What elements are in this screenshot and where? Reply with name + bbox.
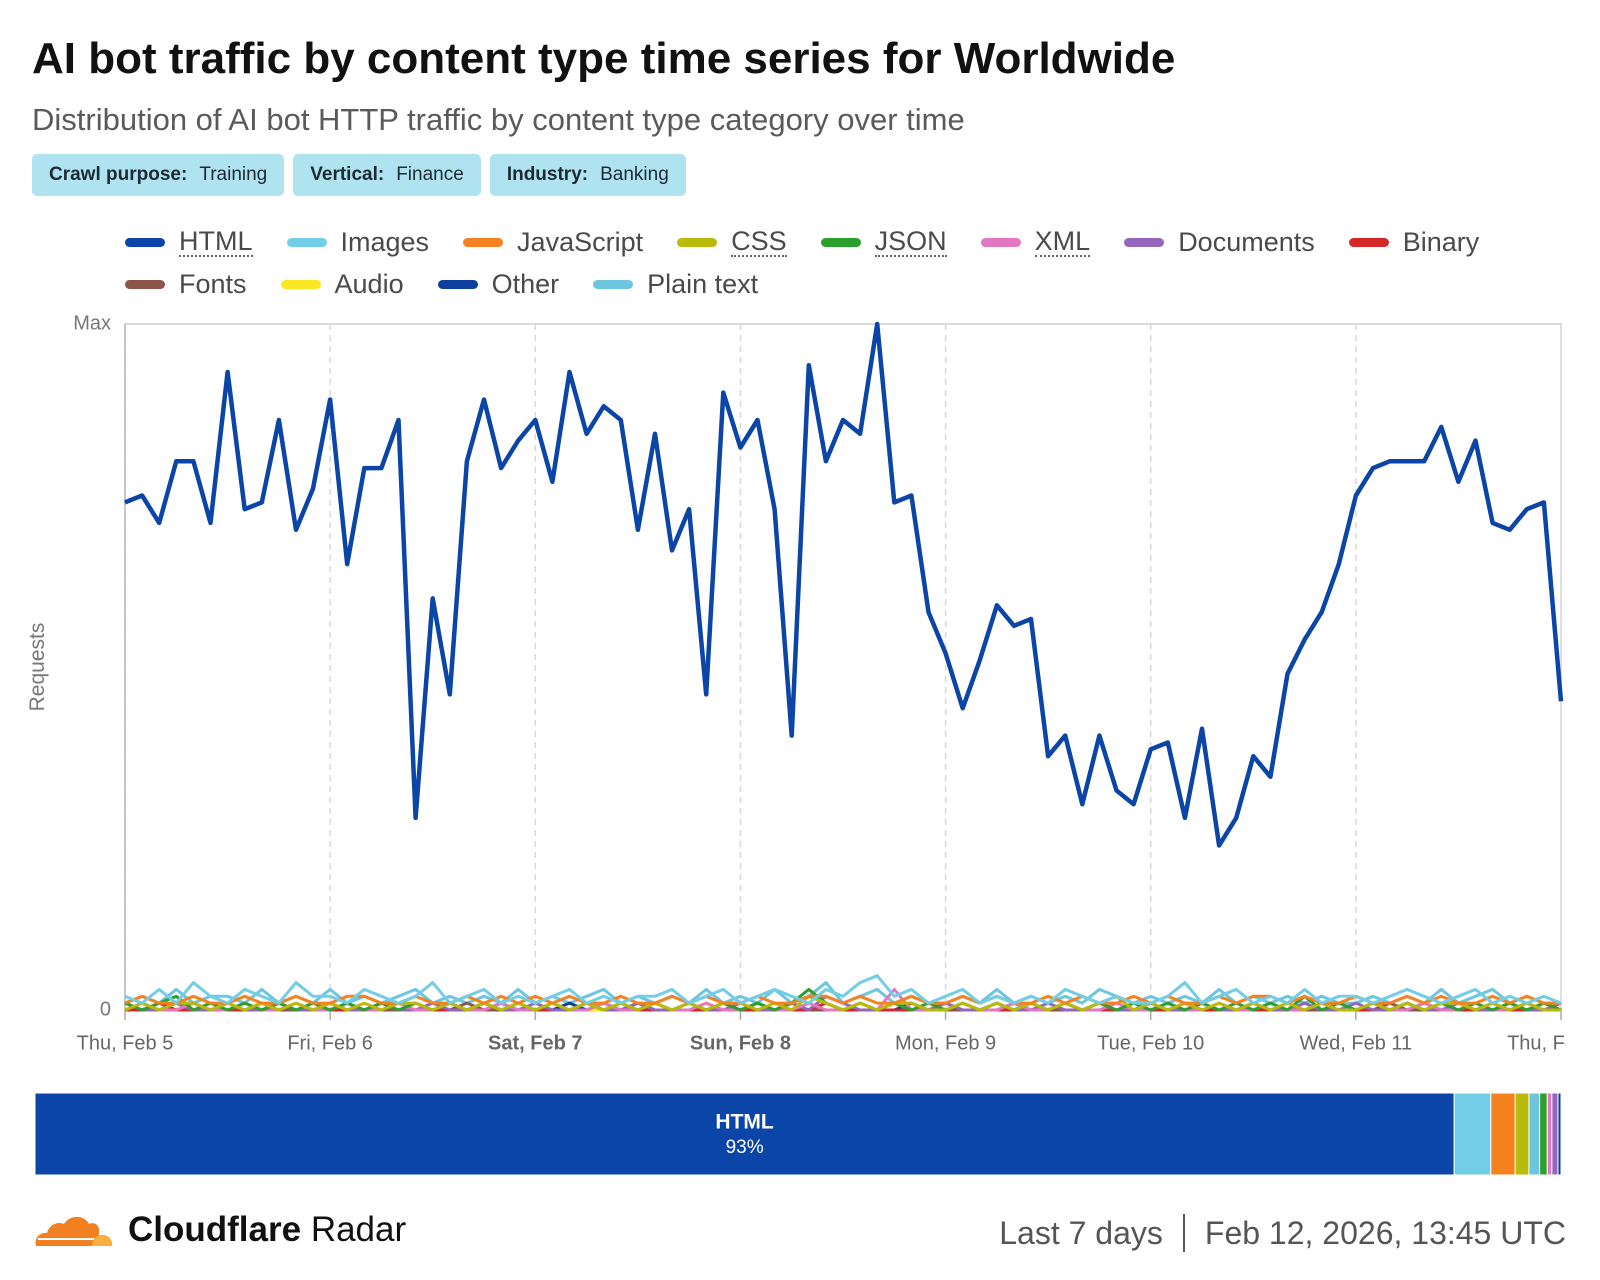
share-segment: [1539, 1092, 1548, 1176]
share-segment: [1551, 1092, 1559, 1176]
title: AI bot traffic by content type time seri…: [32, 34, 1176, 83]
series-line: [124, 321, 1564, 848]
filter-chip: Industry: Banking: [489, 154, 686, 196]
legend-swatch: [463, 237, 504, 247]
legend-item: CSS: [677, 226, 787, 258]
legend-label: JSON: [874, 226, 947, 257]
filter-value: Finance: [396, 164, 464, 185]
legend-label: Audio: [334, 269, 404, 299]
legend-item: Fonts: [125, 268, 247, 300]
legend-item: XML: [980, 226, 1091, 258]
segment-name: HTML: [715, 1111, 773, 1134]
timestamp: Feb 12, 2026, 13:45 UTC: [1204, 1214, 1566, 1251]
share-segment: [1453, 1092, 1492, 1176]
legend-label: HTML: [179, 226, 253, 257]
y-axis-label: Requests: [26, 623, 49, 712]
x-tick-label: Thu, Feb 5: [77, 1032, 174, 1054]
x-tick-label: Wed, Feb 11: [1300, 1032, 1413, 1054]
legend-item: Plain text: [593, 268, 758, 300]
legend-swatch: [1348, 237, 1389, 247]
legend-swatch: [280, 279, 321, 289]
brand: Cloudflare Radar: [32, 1210, 406, 1250]
legend-label: Binary: [1402, 227, 1480, 257]
filter-label: Vertical:: [310, 164, 385, 185]
legend-item: Other: [437, 268, 560, 300]
legend-item: JavaScript: [463, 226, 643, 258]
legend-swatch: [677, 237, 718, 247]
y-tick-label: 0: [100, 998, 111, 1020]
share-segment: [1514, 1092, 1530, 1176]
filter-chip: Crawl purpose: Training: [32, 154, 285, 196]
subtitle: Distribution of AI bot HTTP traffic by c…: [32, 102, 965, 137]
product-name: Radar: [310, 1210, 407, 1249]
legend-item: Binary: [1348, 226, 1480, 258]
legend-label: Documents: [1178, 227, 1315, 257]
legend-label: CSS: [731, 226, 787, 257]
x-tick-label: Mon, Feb 9: [895, 1032, 996, 1054]
legend-item: JSON: [820, 226, 947, 258]
legend: HTML Images JavaScript CSS JSON XML Documents B…: [125, 226, 1565, 300]
segment-value: 93%: [726, 1137, 764, 1158]
filters: Crawl purpose: Training Vertical: Finance In…: [32, 154, 686, 196]
x-tick-label: Sun, Feb 8: [690, 1032, 791, 1054]
share-segment: [34, 1092, 1455, 1176]
filter-label: Industry:: [506, 164, 589, 185]
share-segment: [1490, 1092, 1516, 1176]
legend-label: Plain text: [647, 269, 759, 299]
x-tick-labels: Thu, Feb 5 Fri, Feb 6 Sat, Feb 7 Sun, Feb 8…: [77, 1032, 1600, 1054]
y-tick-label: Max: [73, 312, 111, 334]
legend-item: Documents: [1124, 226, 1315, 258]
plot-frame: [124, 323, 1562, 1011]
brand-name: Cloudflare: [128, 1210, 302, 1249]
x-tick-label: Thu, Feb 12: [1507, 1032, 1600, 1054]
legend-label: Other: [491, 269, 560, 299]
legend-item: HTML: [125, 226, 253, 258]
logo: [35, 1216, 113, 1246]
legend-swatch: [286, 237, 327, 247]
legend-swatch: [820, 237, 861, 247]
legend-item: Images: [286, 226, 430, 258]
legend-swatch: [125, 237, 165, 247]
legend-label: Fonts: [179, 269, 247, 299]
time-range: Last 7 days: [999, 1214, 1163, 1251]
legend-label: Images: [340, 227, 430, 257]
filter-value: Training: [199, 164, 268, 185]
legend-label: JavaScript: [517, 227, 644, 257]
series-line: [124, 974, 1562, 1005]
footer-info: Last 7 days Feb 12, 2026, 13:45 UTC: [999, 1214, 1566, 1252]
share-segment: [1546, 1092, 1553, 1176]
x-tick-label: Fri, Feb 6: [287, 1032, 373, 1054]
legend-swatch: [593, 279, 634, 289]
legend-swatch: [437, 279, 478, 289]
x-tick-label: Sat, Feb 7: [488, 1032, 582, 1054]
share-segment: [1557, 1092, 1562, 1176]
filter-value: Banking: [600, 164, 669, 185]
filter-chip: Vertical: Finance: [293, 154, 481, 196]
filter-label: Crawl purpose:: [49, 164, 188, 185]
legend-swatch: [980, 237, 1021, 247]
legend-swatch: [1124, 237, 1165, 247]
legend-label: XML: [1034, 226, 1091, 257]
x-tick-label: Tue, Feb 10: [1097, 1032, 1204, 1054]
separator: [1182, 1214, 1185, 1252]
legend-swatch: [125, 279, 165, 289]
share-segment: [1528, 1092, 1541, 1176]
legend-item: Audio: [280, 268, 404, 300]
